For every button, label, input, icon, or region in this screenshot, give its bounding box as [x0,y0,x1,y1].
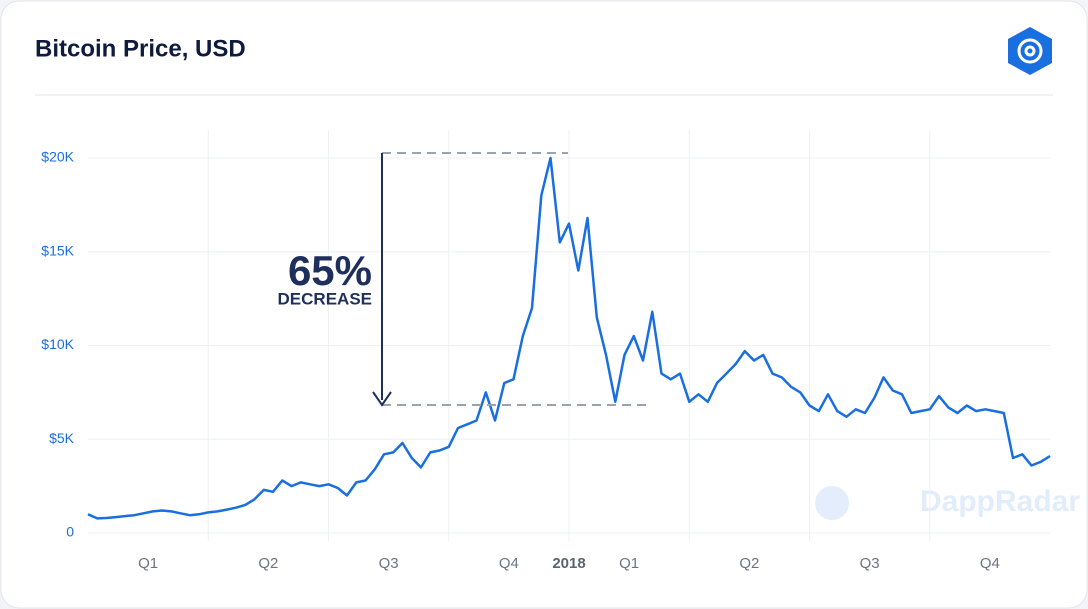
x-tick-label: Q4 [980,555,1000,572]
annotation-text: DECREASE [278,289,372,308]
y-tick-label: $15K [41,242,74,258]
watermark: DappRadar [920,485,1080,518]
x-tick-label: Q1 [619,555,639,572]
x-tick-label: Q2 [258,555,278,572]
watermark-icon [815,486,849,520]
x-tick-label: Q4 [499,555,519,572]
annotation-percent: 65% [288,247,372,294]
arrow-head [372,391,392,407]
x-tick-label: Q2 [739,555,759,572]
x-tick-label: Q3 [860,555,880,572]
price-line [87,156,1051,520]
x-tick-label: 2018 [552,555,585,572]
annotation: 65% DECREASE [278,152,648,407]
y-tick-label: $10K [41,336,74,352]
chart-title: Bitcoin Price, USD [35,35,246,62]
y-tick-label: $5K [49,430,75,446]
x-tick-label: Q3 [379,555,399,572]
x-tick-label: Q1 [138,555,158,572]
logo [1008,27,1052,75]
y-tick-label: $20K [41,149,74,165]
y-tick-label: 0 [66,524,74,540]
